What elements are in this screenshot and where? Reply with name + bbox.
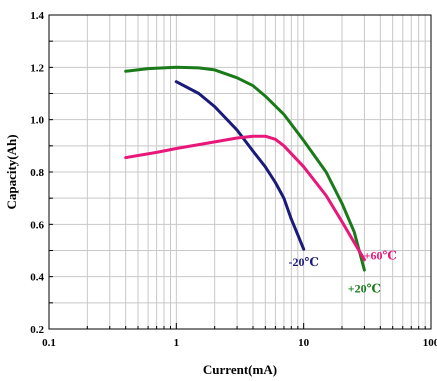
series-line-0 [174,80,306,251]
tick-labels: 0.1 1 10 100 0.2 0.4 0.6 0.8 1.0 1.2 1.4 [30,10,437,349]
x-tick-label: 100 [423,337,437,349]
y-tick-label: 1.0 [30,115,44,127]
y-axis-title: Capacity(Ah) [4,134,19,209]
x-tick-label: 10 [298,337,310,349]
series-label: -20℃ [288,255,318,269]
plot-frame [48,14,432,330]
y-tick-label: 0.8 [30,167,44,179]
x-tick-label: 0.1 [42,337,56,349]
series-label: +60℃ [364,249,397,263]
series-labels: -20℃ +20℃ +60℃ [288,249,396,296]
y-tick-label: 0.4 [30,272,44,284]
series-label: +20℃ [348,281,381,295]
x-axis-title: Current(mA) [203,362,277,377]
series-line-2 [124,134,366,262]
y-tick-label: 1.2 [30,62,44,74]
series-line-1 [124,65,366,272]
y-tick-label: 1.4 [30,10,44,22]
x-tick-label: 1 [174,337,180,349]
series-lines [124,65,366,272]
y-tick-label: 0.2 [30,324,44,336]
y-tick-label: 0.6 [30,219,44,231]
